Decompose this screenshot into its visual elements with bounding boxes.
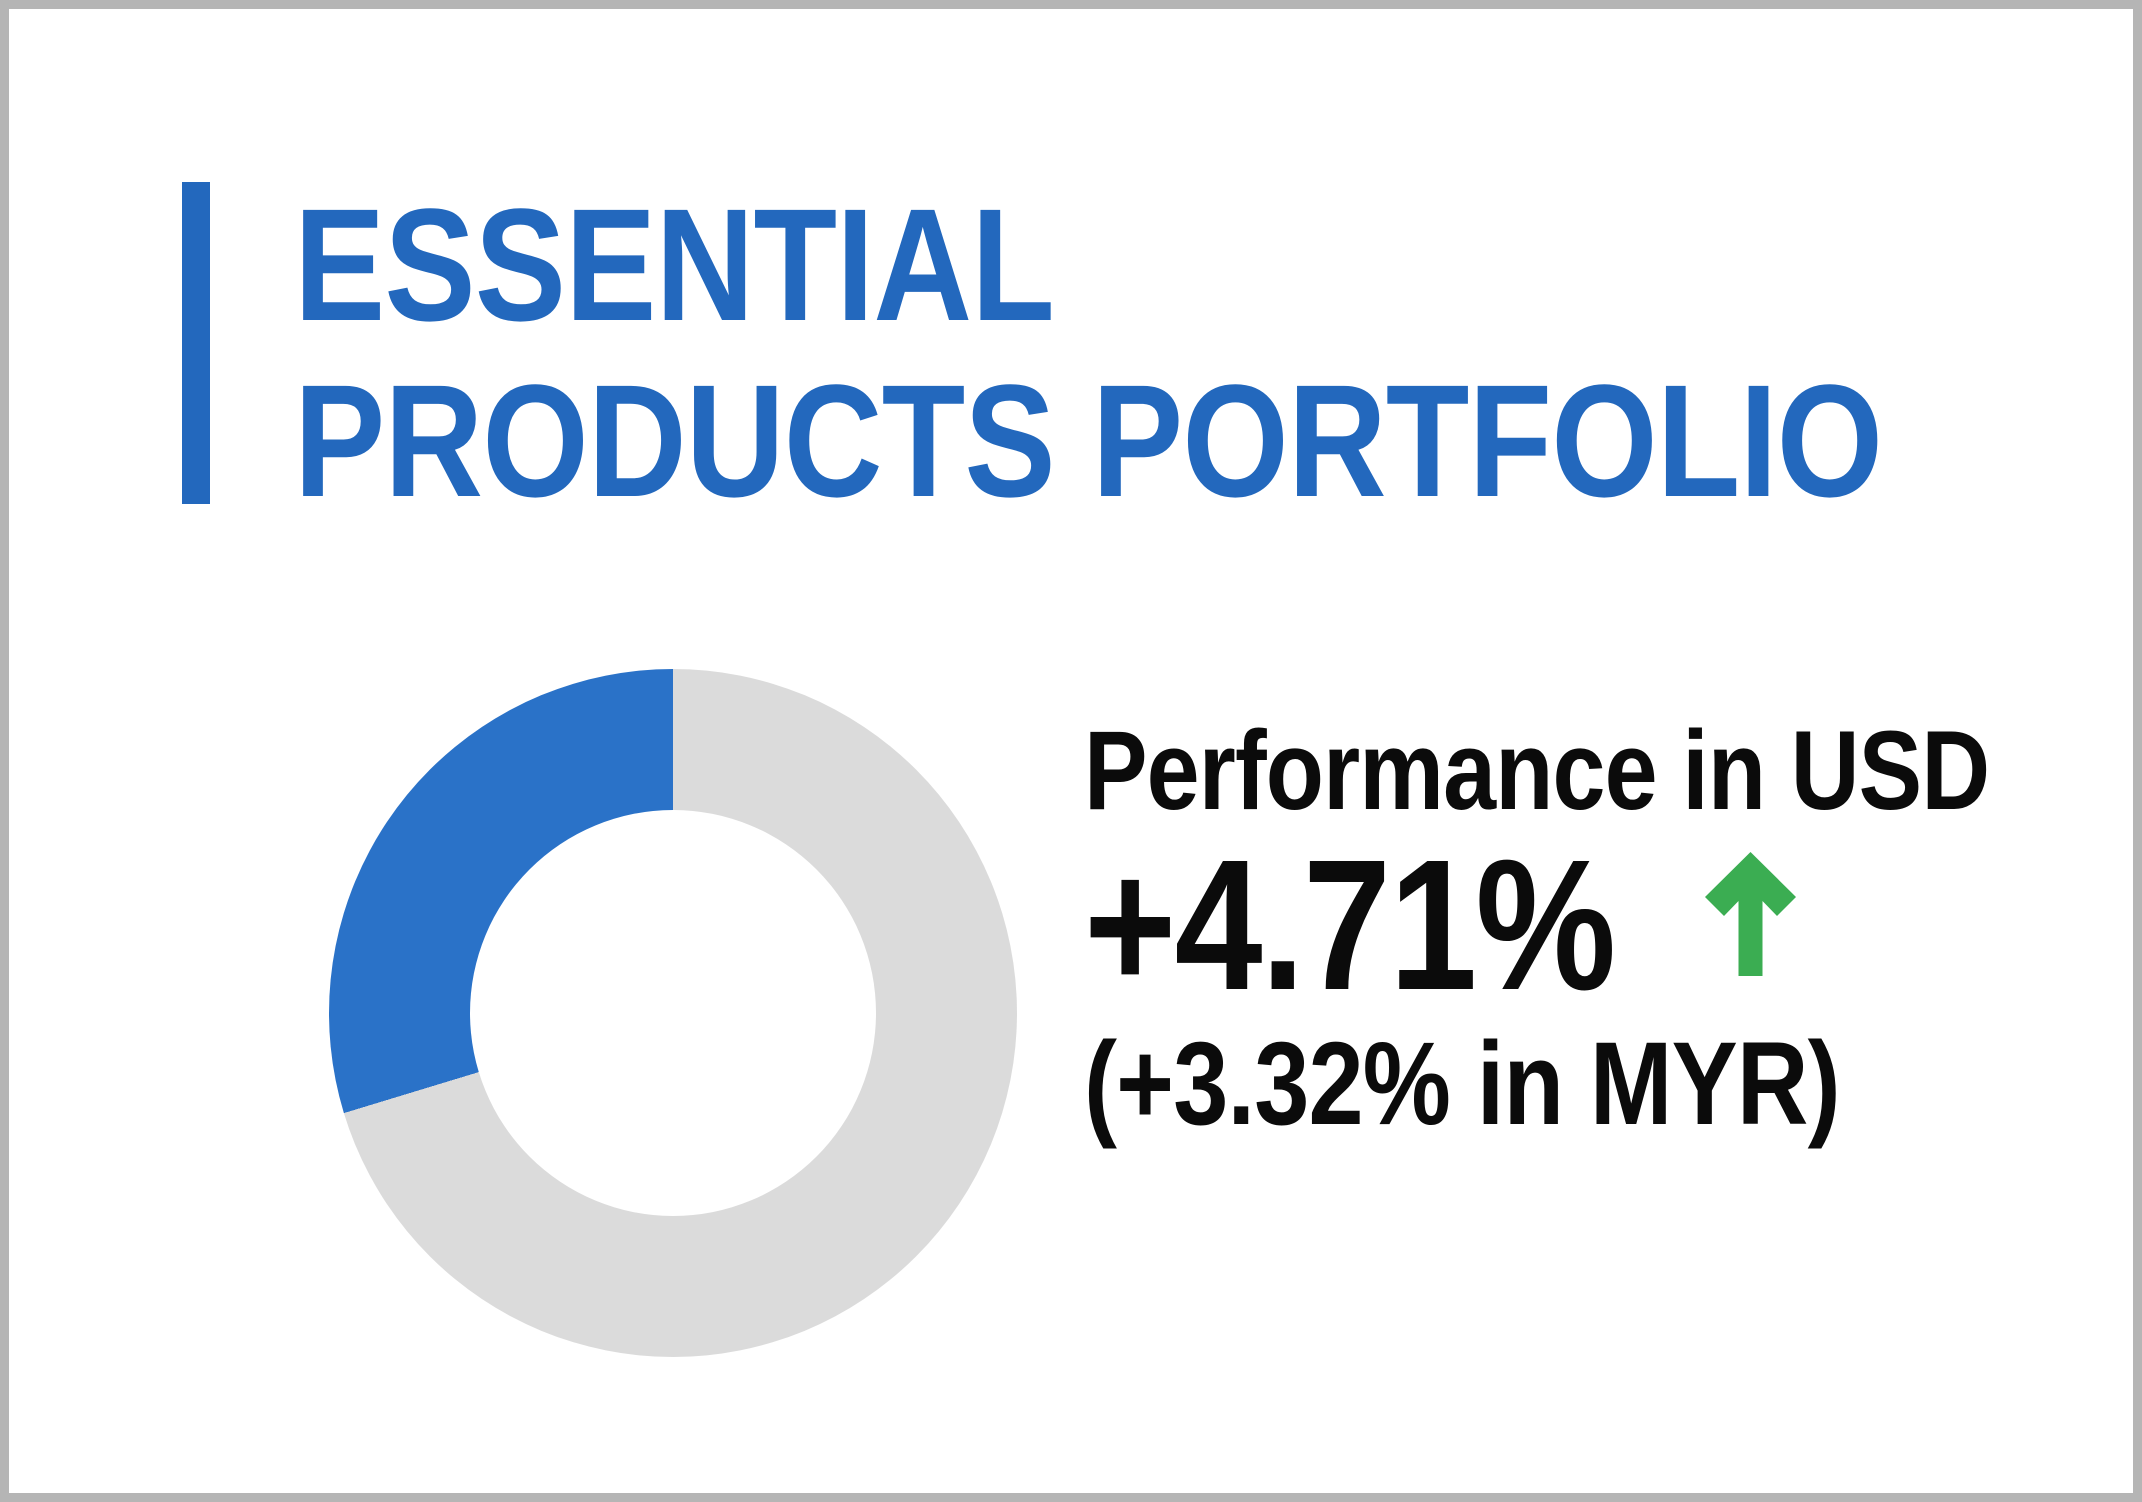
performance-value-usd: +4.71% bbox=[1084, 822, 1616, 1029]
donut-chart bbox=[329, 669, 1017, 1357]
page-title-line1: ESSENTIAL bbox=[294, 175, 1055, 354]
page-title-line2: PRODUCTS PORTFOLIO bbox=[294, 351, 1883, 530]
title-accent-bar bbox=[182, 182, 210, 504]
page-title: ESSENTIAL PRODUCTS PORTFOLIO bbox=[294, 175, 1883, 530]
up-arrow-icon bbox=[1705, 852, 1796, 976]
performance-label: Performance in USD bbox=[1084, 708, 1990, 833]
donut-chart-hole bbox=[470, 810, 876, 1216]
performance-value-myr: (+3.32% in MYR) bbox=[1084, 1018, 1841, 1150]
